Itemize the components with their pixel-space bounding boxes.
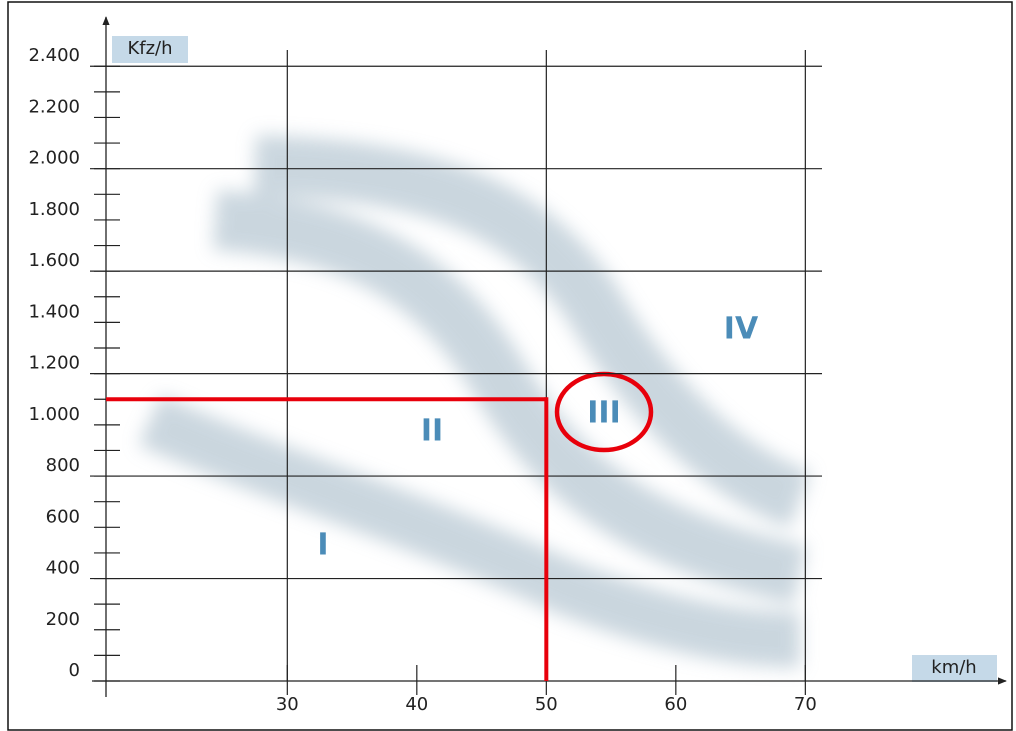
y-axis-label: Kfz/h [127, 38, 172, 59]
region-label: III [587, 396, 621, 431]
x-tick-label: 70 [794, 694, 817, 715]
region-label: I [317, 528, 328, 563]
y-tick-label: 200 [46, 609, 80, 630]
region-label: II [421, 414, 443, 449]
x-axis-label: km/h [931, 657, 976, 678]
y-tick-label: 1.000 [28, 404, 80, 425]
band [212, 190, 807, 605]
bands [138, 135, 812, 668]
region-label: IV [724, 312, 759, 347]
y-tick-label: 2.200 [28, 96, 80, 117]
y-tick-label: 1.400 [28, 301, 80, 322]
band [138, 394, 801, 668]
unit-box [112, 36, 188, 63]
unit-box [912, 655, 997, 682]
band [254, 135, 812, 529]
y-tick-label: 0 [69, 660, 80, 681]
y-tick-label: 1.200 [28, 353, 80, 374]
y-tick-label: 1.800 [28, 199, 80, 220]
y-tick-label: 600 [46, 506, 80, 527]
frame [7, 1, 1013, 731]
x-tick-label: 30 [276, 694, 299, 715]
x-tick-label: 60 [664, 694, 687, 715]
y-tick-label: 400 [46, 558, 80, 579]
y-tick-label: 800 [46, 455, 80, 476]
y-tick-label: 2.400 [28, 45, 80, 66]
x-tick-label: 40 [405, 694, 428, 715]
y-tick-label: 2.000 [28, 148, 80, 169]
y-tick-label: 1.600 [28, 250, 80, 271]
x-tick-label: 50 [535, 694, 558, 715]
